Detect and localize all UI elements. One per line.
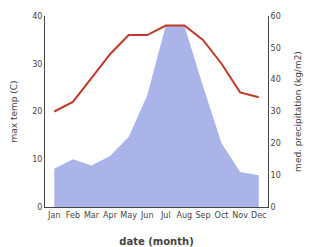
svg-text:20: 20 (271, 139, 281, 148)
svg-text:Jan: Jan (47, 211, 60, 220)
svg-text:med. precipitation (kg/m2): med. precipitation (kg/m2) (293, 51, 303, 172)
svg-text:Jun: Jun (140, 211, 154, 220)
svg-text:Apr: Apr (103, 211, 118, 220)
svg-text:Dec: Dec (251, 211, 266, 220)
svg-text:10: 10 (32, 155, 42, 164)
svg-text:max temp (C): max temp (C) (9, 80, 19, 142)
svg-text:Jul: Jul (160, 211, 171, 220)
svg-text:0: 0 (271, 203, 276, 212)
svg-text:30: 30 (32, 60, 42, 69)
svg-text:40: 40 (32, 12, 42, 21)
svg-text:May: May (120, 211, 137, 220)
svg-text:60: 60 (271, 12, 281, 21)
svg-text:50: 50 (271, 44, 281, 53)
svg-text:date (month): date (month) (119, 236, 193, 247)
svg-text:Sep: Sep (195, 211, 210, 220)
svg-text:0: 0 (37, 203, 42, 212)
svg-text:Aug: Aug (177, 211, 193, 220)
svg-text:Mar: Mar (84, 211, 100, 220)
svg-text:Feb: Feb (66, 211, 80, 220)
svg-text:Nov: Nov (232, 211, 248, 220)
svg-text:30: 30 (271, 107, 281, 116)
svg-text:10: 10 (271, 171, 281, 180)
svg-text:Oct: Oct (215, 211, 229, 220)
svg-text:20: 20 (32, 107, 42, 116)
svg-text:40: 40 (271, 75, 281, 84)
